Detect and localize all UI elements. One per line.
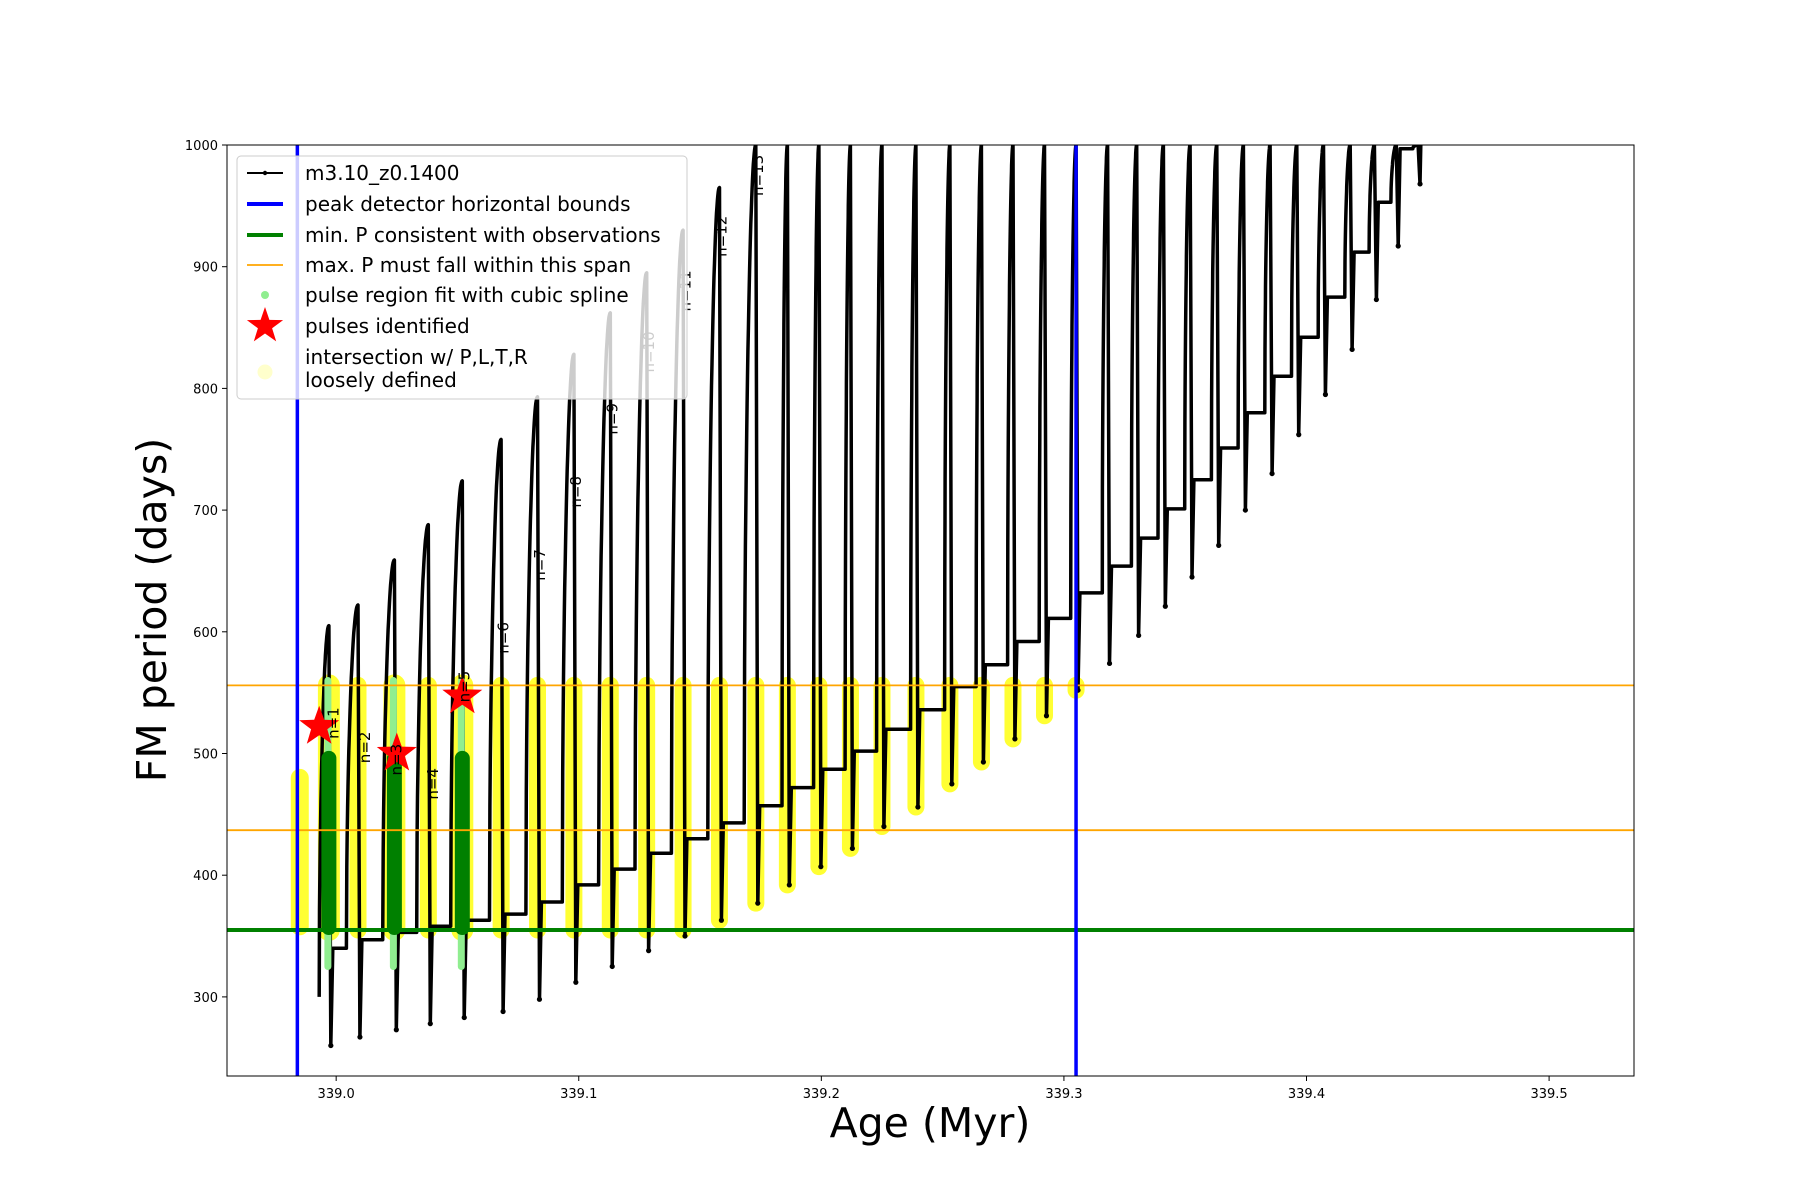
pulse-trough-point-26 — [1162, 603, 1168, 609]
pulse-star-3 — [442, 675, 483, 714]
pulse-star-2 — [376, 732, 417, 771]
pulse-trough-point-14 — [786, 882, 792, 888]
y-tick-label-3: 500 — [193, 747, 218, 762]
legend-label-max_p: max. P must fall within this span — [305, 253, 631, 277]
pulse-trough-point-6 — [500, 1008, 506, 1015]
pulse-trough-point-29 — [1242, 507, 1248, 513]
pulse-trough-point-17 — [881, 823, 887, 830]
x-tick-label-3: 339.2 — [803, 1087, 840, 1102]
pulse-trough-point-33 — [1349, 346, 1355, 353]
pulse-label-9: n=9 — [604, 403, 622, 435]
legend-label-spline: pulse region fit with cubic spline — [305, 283, 629, 307]
pulse-trough-point-27 — [1189, 574, 1195, 580]
pulse-trough-point-31 — [1296, 432, 1302, 438]
pulse-trough-point-25 — [1136, 632, 1142, 639]
plot-area: n=1n=2n=3n=4n=5n=6n=7n=8n=9n=10n=11n=12n… — [227, 145, 1634, 1076]
pulse-star-1 — [299, 705, 340, 744]
pulse-trough-point-22 — [1043, 713, 1050, 719]
pulse-label-5: n=5 — [456, 671, 474, 703]
y-tick-label-4: 600 — [193, 626, 218, 641]
pulse-trough-point-24 — [1106, 660, 1113, 667]
pulse-trough-point-1 — [328, 1042, 334, 1049]
legend-handle-star — [246, 307, 284, 342]
pulse-trough-point-8 — [573, 979, 579, 985]
legend-label-min_p: min. P consistent with observations — [305, 223, 661, 247]
y-tick-label-1: 300 — [193, 991, 218, 1006]
pulse-trough-point-18 — [915, 804, 921, 810]
x-tick-label-5: 339.4 — [1288, 1087, 1325, 1102]
pulse-trough-point-3 — [393, 1027, 399, 1033]
pulse-trough-point-9 — [609, 963, 615, 970]
pulse-trough-point-32 — [1322, 391, 1329, 398]
pulse-label-4: n=4 — [424, 768, 442, 800]
pulse-trough-point-10 — [646, 948, 652, 954]
model-track-line — [317, 145, 1423, 1048]
x-tick-label-2: 339.1 — [560, 1087, 597, 1102]
pulse-trough-point-16 — [849, 845, 855, 852]
pulse-trough-point-35 — [1395, 243, 1401, 249]
pulse-trough-point-2 — [357, 1034, 363, 1040]
pulse-trough-point-34 — [1373, 296, 1379, 303]
pulse-label-8: n=8 — [567, 476, 585, 508]
y-tick-label-2: 400 — [193, 869, 218, 884]
pulse-trough-point-13 — [755, 900, 761, 906]
legend-handle-track-marker — [262, 170, 268, 176]
pulse-label-13: n=13 — [749, 155, 767, 196]
x-tick-label-6: 339.5 — [1530, 1087, 1567, 1102]
legend-label-track: m3.10_z0.1400 — [305, 161, 460, 185]
pulse-trough-point-30 — [1269, 470, 1275, 477]
y-tick-label-5: 700 — [193, 504, 218, 519]
axes-frame — [226, 144, 1635, 1077]
legend-label-pulse_star: pulses identified — [305, 314, 470, 338]
x-tick-label-4: 339.3 — [1045, 1087, 1082, 1102]
pulse-trough-point-21 — [1012, 736, 1018, 742]
axis-ticks: 339.0 339.1 339.2 339.3 339.4 339.5 300 400 500 6… — [185, 139, 1568, 1102]
legend-box — [236, 155, 688, 400]
pulse-trough-point-36 — [1417, 181, 1423, 187]
pulse-label-1: n=1 — [325, 707, 343, 739]
legend-label-intersection: intersection w/ P,L,T,R — [305, 345, 528, 369]
pulse-trough-point-20 — [980, 759, 986, 765]
y-tick-label-8: 1000 — [185, 139, 218, 154]
legend-handle-loose — [257, 364, 273, 380]
pulse-trough-point-11 — [682, 933, 688, 939]
pulse-trough-point-5 — [461, 1014, 467, 1021]
pulse-label-2: n=2 — [356, 732, 374, 764]
y-axis-title: FM period (days) — [128, 438, 176, 782]
legend-label-bounds: peak detector horizontal bounds — [305, 192, 631, 216]
legend-handle-spline — [261, 291, 269, 299]
pulse-trough-point-15 — [818, 864, 824, 870]
pulse-trough-point-28 — [1216, 542, 1222, 548]
pulse-trough-point-4 — [427, 1021, 433, 1027]
pulse-label-3: n=3 — [388, 744, 406, 776]
x-tick-label-1: 339.0 — [318, 1087, 355, 1102]
pulse-trough-point-12 — [718, 917, 724, 923]
y-tick-label-6: 800 — [193, 382, 218, 397]
pulse-trough-point-19 — [949, 781, 955, 787]
pulse-label-12: n=12 — [713, 216, 731, 257]
y-tick-label-7: 900 — [193, 261, 218, 276]
pulse-label-7: n=7 — [531, 549, 549, 581]
pulse-trough-point-7 — [536, 996, 543, 1002]
x-axis-title: Age (Myr) — [830, 1099, 1031, 1147]
pulse-label-6: n=6 — [494, 622, 512, 654]
legend-label-loose: loosely defined — [305, 368, 457, 392]
